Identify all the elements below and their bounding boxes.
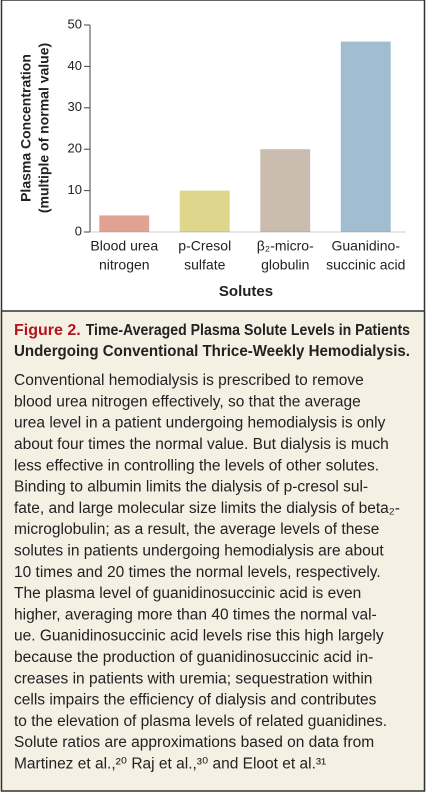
- caption-background: [0, 311, 426, 791]
- y-tick-label: 30: [68, 99, 82, 114]
- y-axis-label: (multiple of normal value): [36, 43, 52, 213]
- bar: [340, 41, 391, 233]
- caption-body: creases in patients with uremia; sequest…: [14, 670, 372, 687]
- bar: [179, 190, 230, 232]
- caption-body: Martinez et al.,²⁰ Raj et al.,³⁰ and Elo…: [14, 755, 326, 772]
- caption-body: to the elevation of plasma levels of rel…: [14, 713, 387, 730]
- caption-body: 10 times and 20 times the normal levels,…: [14, 564, 381, 581]
- y-tick-label: 10: [68, 182, 82, 197]
- figure-label: Figure 2.: [14, 322, 81, 339]
- x-axis-label: Solutes: [219, 283, 273, 300]
- y-axis-label: Plasma Concentration: [18, 54, 34, 202]
- caption-body: fate, and large molecular size limits th…: [14, 500, 400, 517]
- y-tick-label: 50: [68, 16, 82, 31]
- caption-body: solutes in patients undergoing hemodialy…: [14, 542, 384, 559]
- y-tick-label: 20: [68, 141, 82, 156]
- caption-title: Undergoing Conventional Thrice-Weekly He…: [14, 343, 410, 360]
- caption-body: higher, averaging more than 40 times the…: [14, 606, 377, 623]
- caption-body: Conventional hemodialysis is prescribed …: [14, 372, 364, 389]
- caption-body: because the production of guanidinosucci…: [14, 649, 373, 666]
- caption-body: less effective in controlling the levels…: [14, 457, 379, 474]
- caption-body: ue. Guanidinosuccinic acid levels rise t…: [14, 628, 384, 645]
- caption-title: Time-Averaged Plasma Solute Levels in Pa…: [86, 322, 410, 339]
- caption-body: microglobulin; as a result, the average …: [14, 521, 379, 538]
- y-tick-label: 0: [75, 223, 82, 238]
- x-tick-label: succinic acid: [326, 257, 405, 273]
- caption-body: blood urea nitrogen effectively, so that…: [14, 393, 361, 410]
- caption-body: cells impairs the efficiency of dialysis…: [14, 692, 377, 709]
- bar: [99, 215, 150, 232]
- x-tick-label: nitrogen: [99, 257, 150, 273]
- caption-body: about four times the normal value. But d…: [14, 436, 389, 453]
- x-tick-label: β₂-micro-: [257, 238, 314, 254]
- caption-body: The plasma level of guanidinosuccinic ac…: [14, 585, 361, 602]
- y-tick-label: 40: [68, 58, 82, 73]
- x-tick-label: Guanidino-: [332, 238, 401, 254]
- x-tick-label: p-Cresol: [178, 238, 231, 254]
- caption-body: urea level in a patient undergoing hemod…: [14, 415, 386, 432]
- caption-body: Solute ratios are approximations based o…: [14, 734, 374, 751]
- x-tick-label: Blood urea: [90, 238, 158, 254]
- x-tick-label: globulin: [261, 257, 309, 273]
- x-tick-label: sulfate: [184, 257, 225, 273]
- bar: [260, 149, 311, 232]
- caption-body: Binding to albumin limits the dialysis o…: [14, 479, 368, 496]
